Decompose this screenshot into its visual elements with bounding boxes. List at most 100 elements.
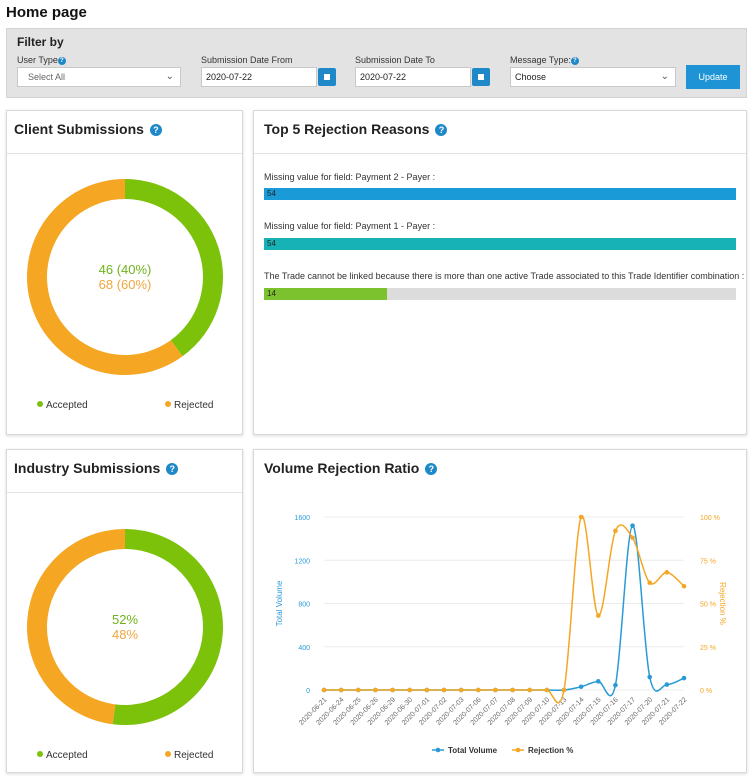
rejection-point xyxy=(424,687,430,693)
y2-tick-label: 75 % xyxy=(700,558,716,565)
user-type-select[interactable]: Select All ⌄ xyxy=(17,67,181,87)
rejection-point xyxy=(595,613,601,618)
chevron-down-icon: ⌄ xyxy=(165,71,174,82)
accepted-dot-icon xyxy=(37,401,43,407)
user-type-value: Select All xyxy=(28,72,66,82)
rejection-reason-count: 54 xyxy=(267,239,276,248)
industry-submissions-panel: Industry Submissions? 52% 48% Accepted R… xyxy=(6,449,243,773)
rejection-reason-bar[interactable]: 54 xyxy=(264,238,736,250)
help-icon[interactable]: ? xyxy=(435,124,448,136)
legend-label: Total Volume xyxy=(448,746,498,755)
rejection-point xyxy=(630,535,635,541)
volume-series-line xyxy=(324,524,685,697)
volume-point xyxy=(613,682,618,688)
volume-rejection-panel: Volume Rejection Ratio? 0 0 % 400 25 % 800 50… xyxy=(253,449,747,773)
help-icon[interactable]: ? xyxy=(425,463,438,475)
rejection-reason-label: Missing value for field: Payment 1 - Pay… xyxy=(264,221,436,231)
volume-point xyxy=(578,684,584,690)
legend-accepted[interactable]: Accepted xyxy=(37,750,88,761)
date-to-input[interactable]: 2020-07-22 xyxy=(355,67,471,87)
client-submissions-panel: Client Submissions? 46 (40%) 68 (60%) Ac… xyxy=(6,110,243,435)
rejection-series-line xyxy=(324,515,685,704)
user-type-label: User Type? xyxy=(17,55,66,65)
rejection-point xyxy=(544,687,550,693)
y-tick-label: 0 xyxy=(306,688,310,695)
rejection-point xyxy=(527,687,533,693)
panel-title: Client Submissions? xyxy=(14,121,162,137)
rejected-slice xyxy=(26,179,183,375)
help-icon[interactable]: ? xyxy=(149,124,162,136)
y2-tick-label: 0 % xyxy=(700,688,712,695)
rejection-point xyxy=(355,687,361,693)
rejection-point xyxy=(458,687,464,693)
rejection-point xyxy=(493,687,498,693)
legend-accepted[interactable]: Accepted xyxy=(37,400,88,411)
legend-label: Rejection % xyxy=(528,746,573,755)
rejection-point xyxy=(647,580,653,586)
rejection-reason-bar[interactable]: 14 xyxy=(264,288,736,300)
rejected-value: 68 (60%) xyxy=(99,277,152,292)
accepted-dot-icon xyxy=(37,751,43,757)
rejected-dot-icon xyxy=(165,401,171,407)
rejection-point xyxy=(561,687,567,693)
y-tick-label: 1200 xyxy=(294,558,310,565)
page-title: Home page xyxy=(6,4,87,21)
y-tick-label: 400 xyxy=(298,645,310,652)
message-type-value: Choose xyxy=(515,72,547,82)
y-tick-label: 800 xyxy=(298,602,310,609)
calendar-icon[interactable] xyxy=(318,68,336,86)
chevron-down-icon: ⌄ xyxy=(660,71,669,82)
volume-point xyxy=(681,675,687,681)
rejection-reason-label: Missing value for field: Payment 2 - Pay… xyxy=(264,172,436,182)
client-donut-chart: 46 (40%) 68 (60%) xyxy=(26,179,223,375)
message-type-label: Message Type:? xyxy=(510,55,579,65)
rejection-point xyxy=(390,687,395,693)
filter-heading: Filter by xyxy=(17,35,64,49)
legend-marker-icon xyxy=(435,747,441,753)
accepted-slice xyxy=(112,529,223,725)
legend-rejected[interactable]: Rejected xyxy=(165,400,213,411)
volume-point xyxy=(664,682,670,687)
rejection-point xyxy=(338,687,344,693)
rejected-dot-icon xyxy=(165,751,171,757)
legend-marker-icon xyxy=(515,747,521,753)
message-type-select[interactable]: Choose ⌄ xyxy=(510,67,676,87)
date-to-label: Submission Date To xyxy=(355,55,435,65)
y2-tick-label: 50 % xyxy=(700,602,716,609)
update-button[interactable]: Update xyxy=(686,65,740,89)
rejection-point xyxy=(510,687,515,693)
rejection-reason-count: 14 xyxy=(267,289,276,298)
rejected-value: 48% xyxy=(112,627,138,642)
y2-tick-label: 25 % xyxy=(700,645,716,652)
rejection-point xyxy=(664,570,670,575)
legend-rejected[interactable]: Rejected xyxy=(165,750,213,761)
help-icon[interactable]: ? xyxy=(166,463,179,475)
filter-bar: Filter by User Type? Select All ⌄ Submis… xyxy=(6,28,747,98)
rejected-slice xyxy=(26,529,125,725)
rejection-point xyxy=(681,583,687,589)
accepted-slice xyxy=(125,179,223,357)
volume-point xyxy=(595,679,601,684)
rejection-point xyxy=(321,687,327,693)
rejection-reason-count: 54 xyxy=(267,189,276,198)
help-icon[interactable]: ? xyxy=(570,57,579,65)
panel-title: Top 5 Rejection Reasons? xyxy=(264,121,448,137)
rejection-reason-label: The Trade cannot be linked because there… xyxy=(264,271,745,281)
y-tick-label: 1600 xyxy=(294,515,310,522)
industry-donut-chart: 52% 48% xyxy=(26,529,223,725)
rejection-point xyxy=(407,687,413,693)
date-from-label: Submission Date From xyxy=(201,55,293,65)
volume-point xyxy=(630,523,635,528)
rejection-point xyxy=(613,528,618,534)
calendar-icon[interactable] xyxy=(472,68,490,86)
panel-title: Industry Submissions? xyxy=(14,460,179,476)
help-icon[interactable]: ? xyxy=(57,57,66,65)
y2-axis-title: Rejection % xyxy=(718,582,727,625)
date-from-input[interactable]: 2020-07-22 xyxy=(201,67,317,87)
rejection-point xyxy=(373,687,378,693)
rejection-reason-bar[interactable]: 54 xyxy=(264,188,736,200)
rejection-point xyxy=(475,687,481,693)
y2-tick-label: 100 % xyxy=(700,515,720,522)
accepted-value: 52% xyxy=(112,612,138,627)
panel-title: Volume Rejection Ratio? xyxy=(264,460,438,476)
